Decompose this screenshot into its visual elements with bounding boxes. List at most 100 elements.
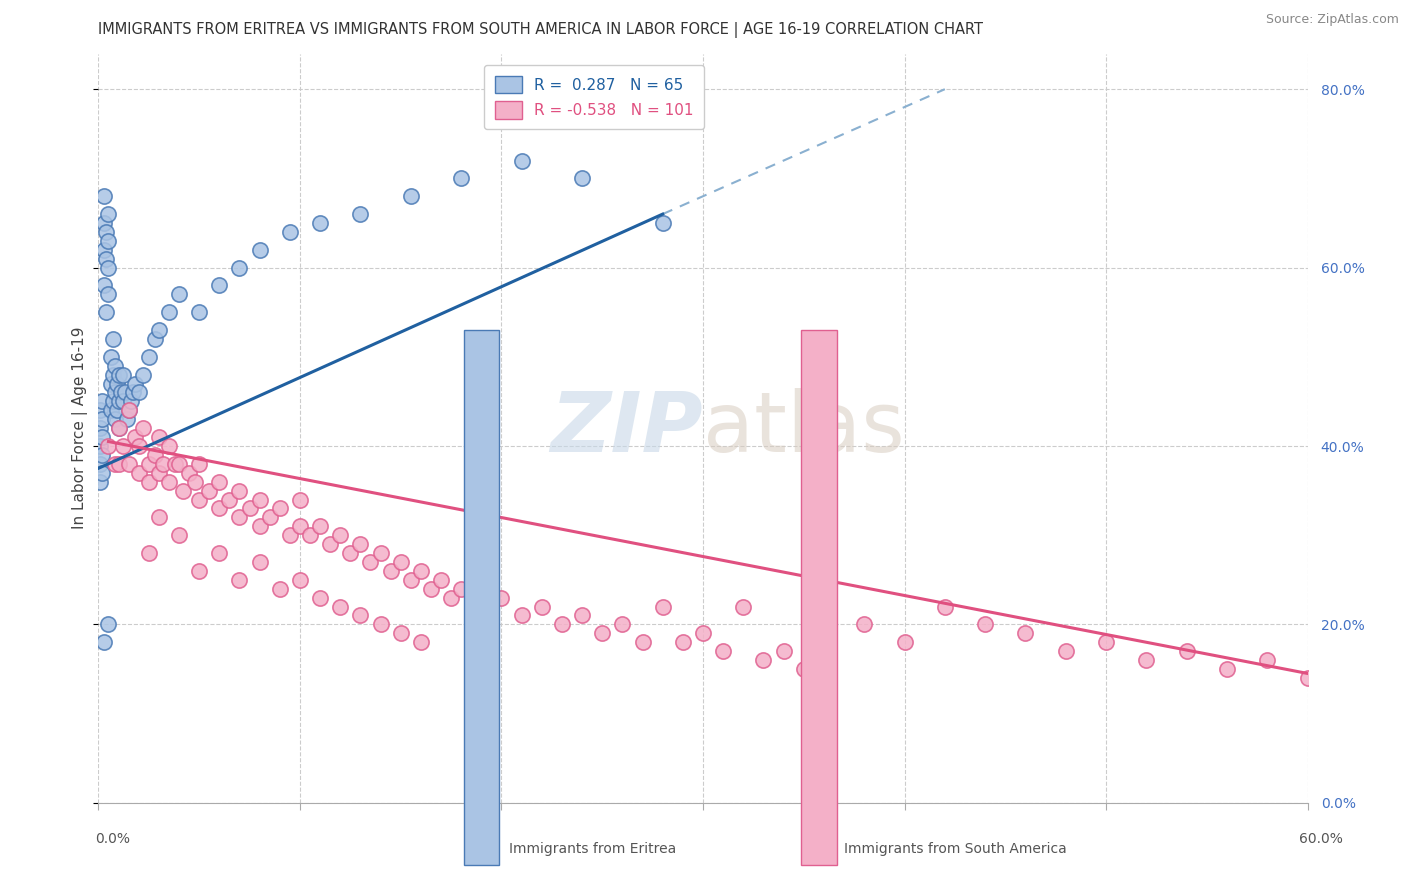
Point: [111, 368, 134, 382]
Point: [138, 457, 160, 471]
Point: [97, 287, 120, 301]
Point: [288, 573, 311, 587]
Point: [651, 599, 673, 614]
Point: [1175, 644, 1198, 658]
Point: [132, 421, 155, 435]
Point: [228, 510, 250, 524]
Point: [128, 385, 150, 400]
Point: [148, 466, 170, 480]
Point: [813, 573, 835, 587]
Point: [148, 430, 170, 444]
Point: [107, 421, 129, 435]
Point: [329, 528, 352, 542]
Point: [120, 394, 142, 409]
Point: [97, 617, 120, 632]
Point: [711, 644, 734, 658]
Point: [309, 591, 332, 605]
Point: [733, 599, 755, 614]
Point: [510, 608, 533, 623]
Point: [672, 635, 695, 649]
Point: [278, 225, 301, 239]
Point: [188, 564, 211, 578]
Point: [491, 591, 513, 605]
Point: [128, 466, 150, 480]
Point: [198, 483, 221, 498]
Point: [179, 466, 201, 480]
Point: [93, 278, 115, 293]
Point: [1095, 635, 1118, 649]
Text: Immigrants from South America: Immigrants from South America: [844, 842, 1066, 856]
Point: [93, 243, 115, 257]
Point: [631, 635, 654, 649]
Point: [389, 626, 412, 640]
Legend: R =  0.287   N = 65, R = -0.538   N = 101: R = 0.287 N = 65, R = -0.538 N = 101: [484, 65, 704, 129]
Point: [184, 475, 207, 489]
Point: [91, 448, 114, 462]
Point: [91, 466, 114, 480]
Point: [97, 439, 120, 453]
Point: [114, 385, 136, 400]
Point: [115, 412, 138, 426]
Point: [349, 207, 371, 221]
Point: [105, 376, 128, 391]
Point: [399, 573, 422, 587]
Point: [91, 394, 114, 409]
Point: [188, 305, 211, 319]
Point: [450, 171, 472, 186]
Point: [110, 385, 132, 400]
Point: [329, 599, 352, 614]
Point: [934, 599, 956, 614]
Point: [239, 501, 262, 516]
Point: [249, 519, 271, 533]
Point: [107, 394, 129, 409]
Point: [157, 305, 180, 319]
Point: [143, 332, 166, 346]
Point: [148, 323, 170, 337]
Point: [288, 492, 311, 507]
Text: 60.0%: 60.0%: [1299, 832, 1343, 846]
Point: [101, 368, 124, 382]
Point: [89, 421, 111, 435]
Point: [571, 171, 593, 186]
Point: [138, 350, 160, 364]
Point: [249, 555, 271, 569]
Point: [389, 555, 412, 569]
Point: [409, 564, 432, 578]
Text: 0.0%: 0.0%: [96, 832, 131, 846]
Point: [269, 582, 291, 596]
Point: [409, 635, 432, 649]
Point: [752, 653, 775, 667]
Point: [793, 662, 815, 676]
Point: [97, 207, 120, 221]
Point: [148, 510, 170, 524]
Point: [93, 635, 115, 649]
Point: [96, 225, 118, 239]
Point: [157, 439, 180, 453]
Point: [105, 403, 128, 417]
Point: [692, 626, 714, 640]
Point: [93, 189, 115, 203]
Text: atlas: atlas: [703, 388, 904, 468]
Text: ZIP: ZIP: [550, 388, 703, 468]
Point: [111, 439, 134, 453]
Point: [249, 492, 271, 507]
Point: [107, 457, 129, 471]
Point: [420, 582, 443, 596]
Point: [167, 287, 190, 301]
Point: [339, 546, 361, 560]
Point: [1296, 671, 1319, 685]
Point: [128, 439, 150, 453]
Point: [1216, 662, 1239, 676]
Point: [309, 216, 332, 230]
Point: [651, 216, 673, 230]
Point: [510, 153, 533, 168]
Point: [370, 617, 392, 632]
Point: [208, 278, 231, 293]
Point: [612, 617, 634, 632]
Point: [121, 385, 143, 400]
Point: [893, 635, 915, 649]
Point: [399, 189, 422, 203]
Point: [152, 457, 174, 471]
Point: [188, 457, 211, 471]
Point: [118, 403, 141, 417]
